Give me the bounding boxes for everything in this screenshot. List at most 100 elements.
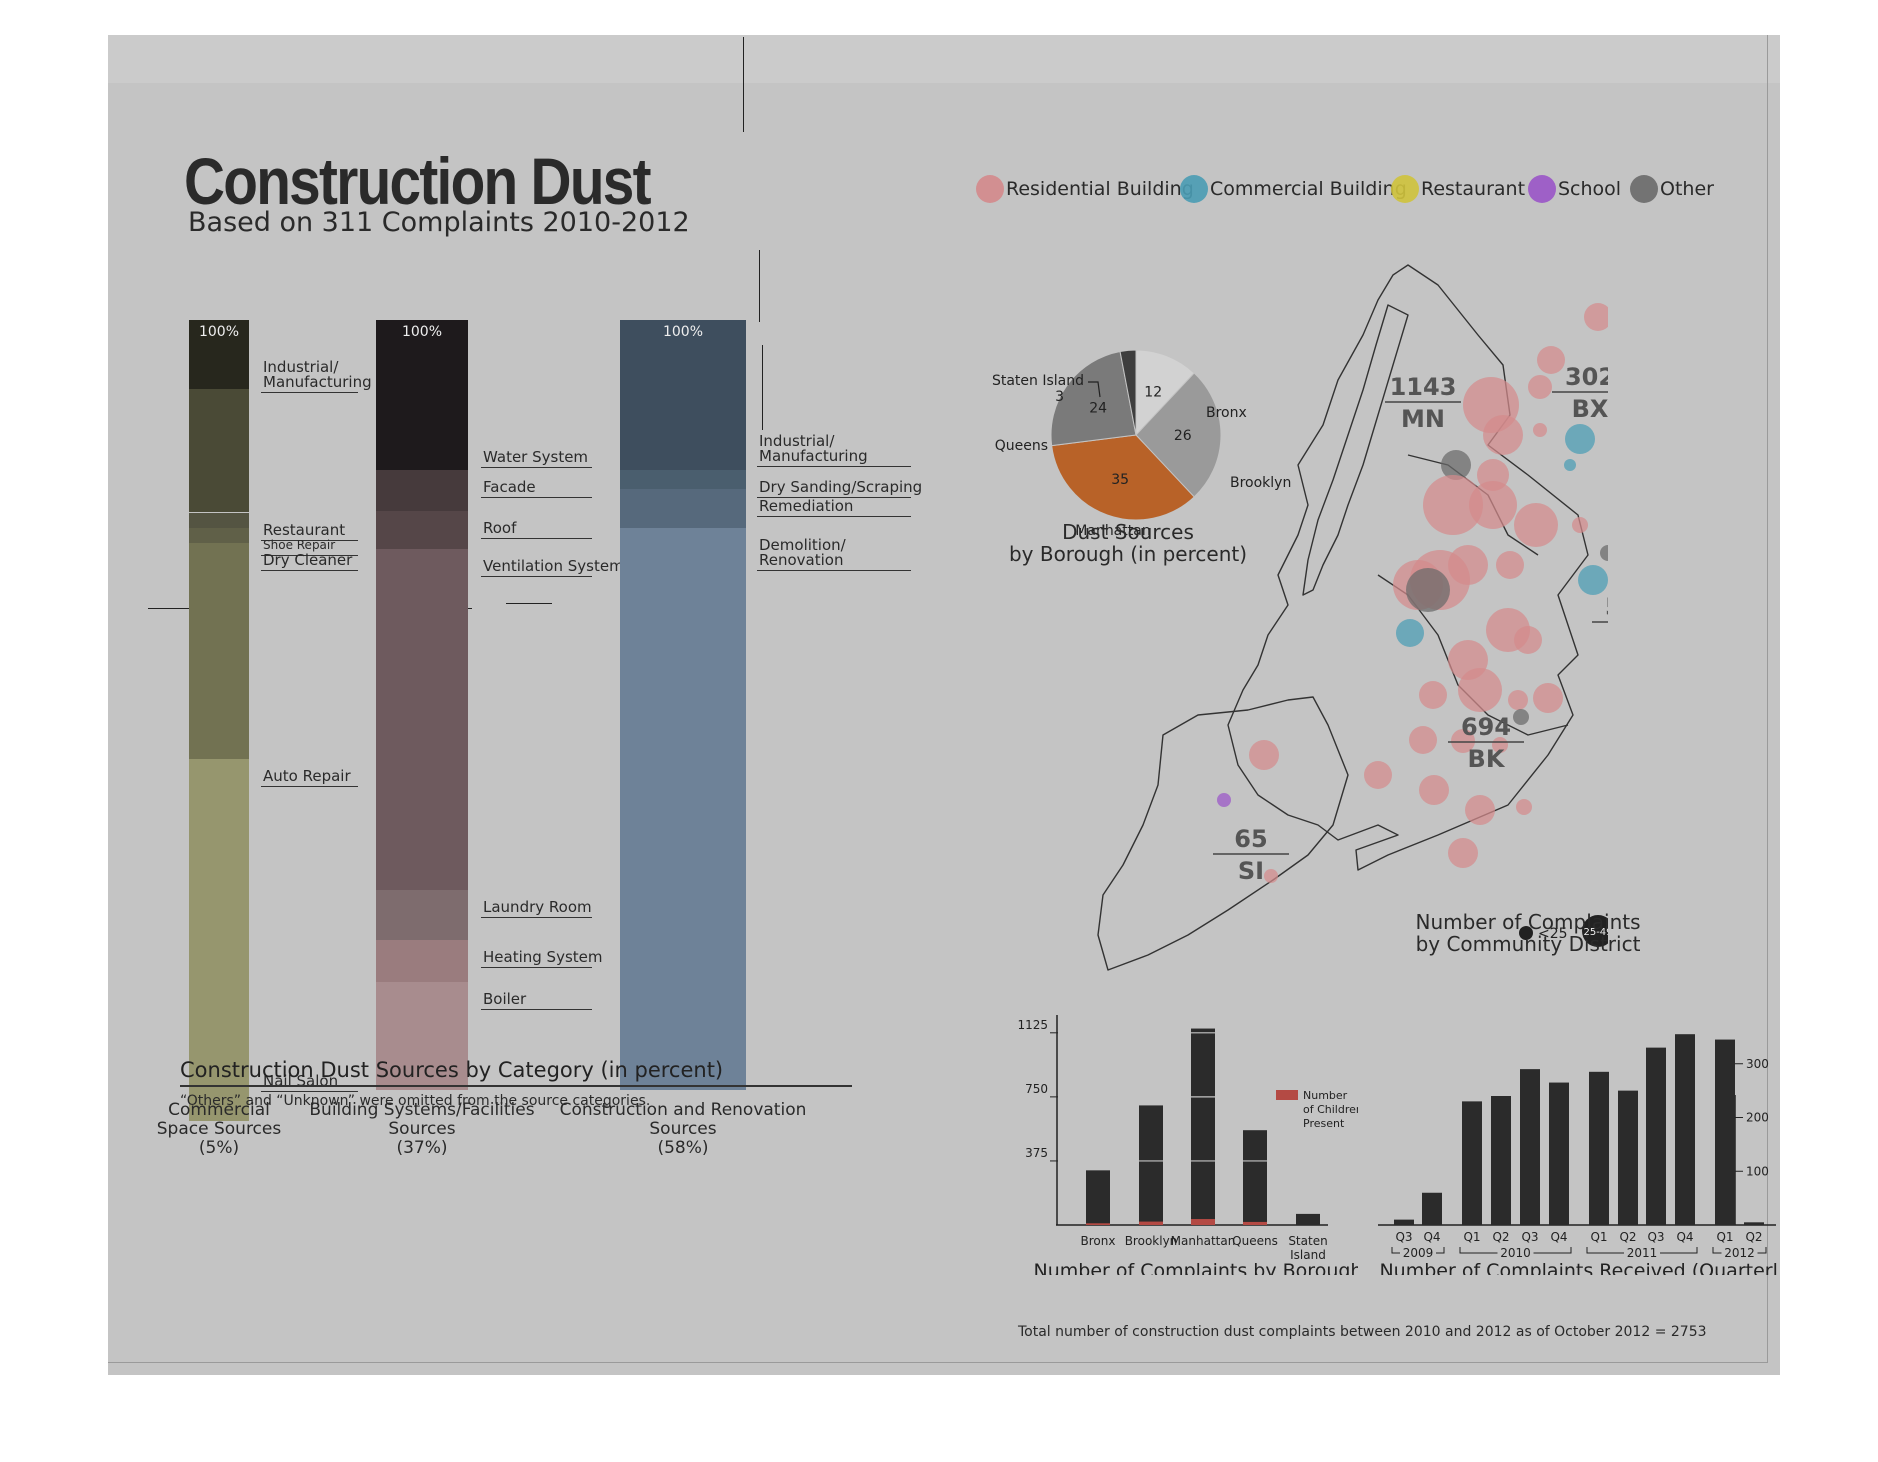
complaint-bubble <box>1406 568 1450 612</box>
stacked-segment <box>189 512 249 528</box>
top-band <box>108 35 1780 83</box>
complaint-bubble <box>1364 761 1392 789</box>
quarter-label: Q1 <box>1590 1230 1607 1244</box>
category-name: Building Systems/Facilities <box>309 1100 535 1120</box>
quarter-bar <box>1520 1069 1540 1225</box>
pie-leader-line <box>1088 381 1101 398</box>
category-name: Commercial <box>168 1100 270 1120</box>
pie-slice <box>1135 349 1195 437</box>
year-label: 2012 <box>1724 1246 1755 1260</box>
borough-bar <box>1086 1170 1110 1225</box>
district-abbr: BX <box>1572 395 1608 423</box>
segment-label: Dry Cleaner <box>263 551 353 570</box>
complaint-bubble <box>1465 795 1495 825</box>
quarter-bar <box>1394 1219 1414 1225</box>
legend-swatch <box>976 175 1004 203</box>
segment-label: Restaurant <box>263 520 346 539</box>
pie-borough-label: Bronx <box>1206 405 1247 421</box>
pie-borough-label: Manhattan <box>1075 523 1150 535</box>
category-name: Sources <box>649 1119 717 1139</box>
district-count: 694 <box>1461 713 1511 741</box>
year-label: 2011 <box>1627 1246 1658 1260</box>
pie-slice <box>1135 372 1222 498</box>
segment-label: Laundry Room <box>483 897 592 916</box>
stacked-segment <box>376 939 468 983</box>
poster-frame <box>108 35 1768 1363</box>
complaint-bubble <box>1249 740 1279 770</box>
segment-leader <box>261 554 358 556</box>
page-subtitle: Based on 311 Complaints 2010-2012 <box>188 207 690 238</box>
pie-title-line-2: by Borough (in percent) <box>1008 542 1248 566</box>
segment-label: Water System <box>483 448 589 467</box>
complaint-bubble <box>1514 626 1542 654</box>
pie-slice-label: 24 <box>1089 401 1107 417</box>
category-name: (58%) <box>657 1138 709 1158</box>
complaint-bubble <box>1565 424 1595 454</box>
category-stacked-bars: Industrial/Manufacturing Restaurant Shoe R… <box>108 35 922 1335</box>
complaint-bubble <box>1469 481 1517 529</box>
quarter-label: Q4 <box>1676 1230 1693 1244</box>
complaint-bubble <box>1514 503 1558 547</box>
pie-slice-label: 35 <box>1111 472 1129 488</box>
complaint-bubble <box>1409 726 1437 754</box>
segment-label: Heating System <box>483 947 603 966</box>
segment-label: Nail Salon <box>263 1072 339 1090</box>
segment-label: Remediation <box>759 497 854 516</box>
borough-outline <box>1227 264 1589 871</box>
stacked-segment <box>189 389 249 513</box>
y-tick-label: 750 <box>1025 1082 1048 1096</box>
legend-swatch <box>1630 175 1658 203</box>
quarter-label: Q2 <box>1492 1230 1509 1244</box>
legend-label: School <box>1558 178 1622 200</box>
complaint-bubble <box>1600 545 1608 561</box>
segment-leader <box>261 1091 358 1092</box>
complaint-bubble <box>1513 709 1529 725</box>
borough-bar <box>1191 1028 1215 1225</box>
quarter-bar <box>1491 1096 1511 1225</box>
hundred-percent-label: 100% <box>198 324 240 340</box>
year-label: 2009 <box>1403 1246 1434 1260</box>
borough-chart-title: Number of Complaints by Borough <box>1034 1260 1358 1275</box>
quarter-bar <box>1422 1192 1442 1225</box>
children-legend-label: Number <box>1303 1089 1348 1102</box>
quarter-bar <box>1462 1101 1482 1225</box>
quarter-bar <box>1618 1090 1638 1225</box>
segment-label: Demolition/Renovation <box>759 535 846 569</box>
stacked-segment <box>376 470 468 511</box>
category-name: Construction and Renovation <box>559 1100 807 1120</box>
category-title-rule <box>180 1085 852 1087</box>
complaint-bubble <box>1217 793 1231 807</box>
borough-pie-chart: 12 26 35 24 Bronx Brooklyn Manhattan Queens Stat… <box>992 349 1291 535</box>
segment-leader <box>261 392 358 393</box>
complaint-bubble <box>1528 375 1552 399</box>
pie-title-line-1: Dust Sources <box>1062 520 1194 544</box>
district-count: 65 <box>1234 825 1267 853</box>
complaint-bubble <box>1396 619 1424 647</box>
pie-borough-label: Brooklyn <box>1230 475 1291 491</box>
y-tick-label: 1125 <box>1017 1018 1048 1032</box>
segment-leader <box>481 497 592 499</box>
stacked-segment <box>189 758 249 1121</box>
district-abbr: MN <box>1401 405 1445 433</box>
quarter-label: Q1 <box>1716 1230 1733 1244</box>
quarter-bar <box>1549 1082 1569 1225</box>
borough-bar <box>1243 1130 1267 1225</box>
quarter-bar <box>1715 1039 1735 1225</box>
marker-line <box>506 603 552 604</box>
pie-borough-label: 3 <box>1055 389 1064 405</box>
complaint-bubble <box>1496 551 1524 579</box>
stacked-segment <box>376 889 468 940</box>
nyc-community-district-map: 1143MN302BX549QN694BK65SI<2525-4950-74>7… <box>1097 264 1608 971</box>
complaint-bubble <box>1451 729 1475 753</box>
segment-leader <box>481 576 592 578</box>
segment-label: Industrial/Manufacturing <box>263 358 372 391</box>
borough-label: Staten <box>1288 1234 1327 1248</box>
segment-label: Ventilation System <box>483 557 624 576</box>
quarter-bar <box>1589 1071 1609 1225</box>
segment-leader <box>481 537 592 539</box>
complaints-quarterly-chart: 100 200 300 Q3 Q4 Q1 Q2 Q3 Q4 Q1 Q2 Q3 Q4 Q1 Q2 2009 201… <box>1378 1034 1778 1275</box>
y-tick-label: 100 <box>1746 1164 1769 1178</box>
complaint-bubble <box>1419 775 1449 805</box>
borough-label: Brooklyn <box>1125 1234 1178 1248</box>
children-legend-swatch <box>1276 1090 1298 1100</box>
